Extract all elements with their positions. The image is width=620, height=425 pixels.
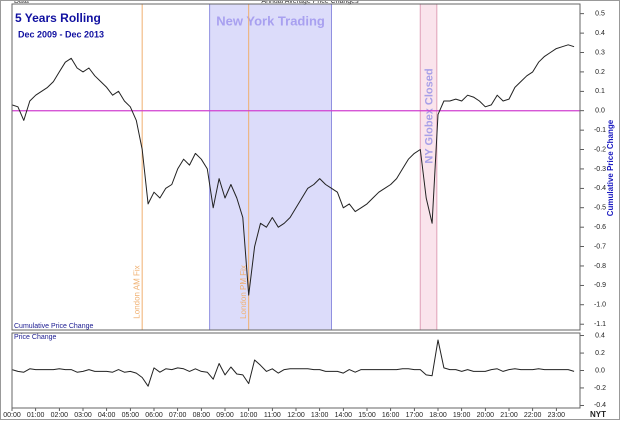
y-tick-label: -0.3 [594, 166, 606, 173]
header-center: Annual Average Price Changes [261, 0, 359, 5]
y-tick-label: -0.9 [594, 282, 606, 289]
x-tick-label: 14:00 [335, 412, 353, 419]
shaded-region [420, 4, 437, 330]
shaded-region [209, 4, 332, 330]
x-tick-label: 10:00 [240, 412, 258, 419]
x-tick-label: 15:00 [358, 412, 376, 419]
x-tick-label: 13:00 [311, 412, 329, 419]
x-tick-label: 17:00 [406, 412, 424, 419]
x-axis-title: NYT [590, 410, 606, 419]
x-tick-label: 19:00 [453, 412, 471, 419]
region-label: NY Globex Closed [423, 68, 435, 163]
y-tick-label: -1.1 [594, 321, 606, 328]
reference-label: London PM Fix [239, 265, 248, 319]
region-label: New York Trading [216, 13, 325, 28]
y-tick-label: 0.1 [595, 88, 605, 95]
plot-frame [11, 3, 581, 331]
x-tick-label: 23:00 [548, 412, 566, 419]
y-tick-label: -0.6 [594, 224, 606, 231]
x-tick-label: 01:00 [27, 412, 45, 419]
y-tick-label: 0.3 [595, 49, 605, 56]
x-tick-label: 21:00 [500, 412, 518, 419]
y-tick-label: -0.2 [594, 385, 606, 392]
x-tick-label: 07:00 [169, 412, 187, 419]
chart-subtitle: Dec 2009 - Dec 2013 [18, 29, 104, 39]
x-tick-label: 22:00 [524, 412, 542, 419]
panel-title: Price Change [14, 334, 57, 341]
data-line [11, 44, 575, 296]
x-tick-label: 00:00 [3, 412, 21, 419]
data-line [11, 339, 575, 387]
y-tick-label: -0.5 [594, 205, 606, 212]
y-tick-label: -0.2 [594, 146, 606, 153]
y-tick-label: -0.8 [594, 263, 606, 270]
y-tick-label: 0.0 [595, 367, 605, 374]
y-axis-title: Cumulative Price Change [606, 119, 615, 216]
y-tick-label: 0.0 [595, 108, 605, 115]
x-tick-label: 04:00 [98, 412, 116, 419]
x-tick-label: 12:00 [287, 412, 305, 419]
x-tick-label: 09:00 [216, 412, 234, 419]
x-tick-label: 08:00 [193, 412, 211, 419]
x-tick-label: 11:00 [264, 412, 281, 419]
x-tick-label: 06:00 [145, 412, 163, 419]
x-tick-label: 20:00 [477, 412, 495, 419]
y-tick-label: 0.5 [595, 11, 605, 18]
x-tick-label: 16:00 [382, 412, 400, 419]
y-tick-label: -0.1 [594, 127, 606, 134]
reference-label: London AM Fix [132, 265, 141, 318]
y-tick-label: 0.2 [595, 350, 605, 357]
chart-title: 5 Years Rolling [15, 11, 101, 25]
y-tick-label: 0.2 [595, 69, 605, 76]
panel-caption: Cumulative Price Change [14, 323, 93, 330]
header-left: Data [14, 0, 29, 5]
y-tick-label: -0.4 [594, 185, 606, 192]
x-tick-label: 18:00 [429, 412, 447, 419]
y-tick-label: -0.4 [594, 402, 606, 409]
y-tick-label: 0.4 [595, 332, 605, 339]
y-tick-label: -0.7 [594, 243, 606, 250]
y-tick-label: 0.4 [595, 30, 605, 37]
plot-frame [11, 332, 581, 409]
y-tick-label: -1.0 [594, 302, 606, 309]
x-tick-label: 05:00 [122, 412, 140, 419]
x-tick-label: 03:00 [74, 412, 92, 419]
x-tick-label: 02:00 [51, 412, 69, 419]
